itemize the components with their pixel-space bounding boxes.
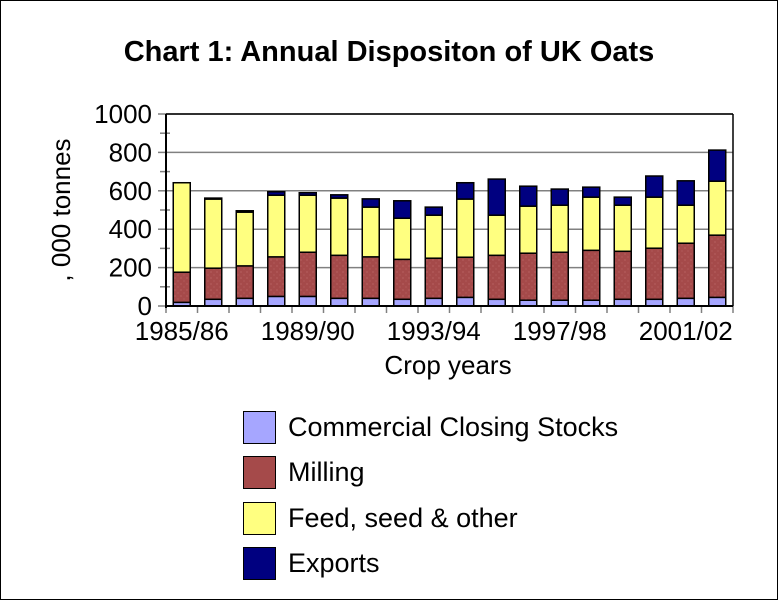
- bar-segment-milling: [456, 256, 475, 299]
- bar-segment-feed-seed-other: [172, 181, 191, 273]
- bar-segment-commercial-closing-stocks: [393, 298, 412, 307]
- bar-segment-milling: [330, 254, 349, 300]
- bar-segment-commercial-closing-stocks: [235, 297, 254, 307]
- bar-segment-exports: [330, 194, 349, 199]
- bar-segment-milling: [267, 256, 286, 298]
- bar-segment-exports: [235, 210, 254, 213]
- bar-segment-commercial-closing-stocks: [645, 298, 664, 307]
- x-axis-title: Crop years: [384, 350, 511, 380]
- x-tick-label: 1985/86: [135, 316, 229, 346]
- bar-segment-exports: [298, 191, 317, 196]
- legend-item: Milling: [243, 455, 365, 491]
- bar-segment-exports: [613, 196, 632, 206]
- x-tick-label: 1989/90: [261, 316, 355, 346]
- bar-segment-commercial-closing-stocks: [487, 298, 506, 307]
- bar-segment-feed-seed-other: [550, 204, 569, 253]
- bar-segment-exports: [487, 178, 506, 216]
- bar-segment-commercial-closing-stocks: [456, 296, 475, 307]
- legend-swatch: [243, 456, 276, 489]
- x-tick-label: 1997/98: [513, 316, 607, 346]
- bar-segment-feed-seed-other: [393, 217, 412, 261]
- legend-label: Commercial Closing Stocks: [288, 411, 619, 442]
- bar-segment-commercial-closing-stocks: [708, 296, 727, 307]
- y-tick-label: 1000: [94, 99, 152, 129]
- bar-segment-milling: [550, 251, 569, 301]
- bar-segment-feed-seed-other: [330, 197, 349, 257]
- bar-segment-feed-seed-other: [424, 214, 443, 259]
- bar-segment-milling: [298, 251, 317, 298]
- legend-item: Exports: [243, 546, 380, 582]
- bar-segment-milling: [393, 258, 412, 301]
- bar-segment-commercial-closing-stocks: [613, 298, 632, 307]
- bar-segment-commercial-closing-stocks: [298, 295, 317, 307]
- bar-segment-exports: [582, 186, 601, 198]
- bar-segment-feed-seed-other: [487, 214, 506, 257]
- bar-segment-milling: [235, 265, 254, 300]
- bar-segment-milling: [613, 250, 632, 301]
- x-tick-label: 2001/02: [639, 316, 733, 346]
- bar-segment-feed-seed-other: [676, 204, 695, 244]
- y-tick-label: 0: [138, 291, 152, 321]
- bar-segment-milling: [204, 267, 223, 301]
- bar-segment-feed-seed-other: [361, 206, 380, 258]
- bar-segment-feed-seed-other: [645, 196, 664, 249]
- chart-title: Chart 1: Annual Dispositon of UK Oats: [123, 36, 655, 68]
- bar-segment-milling: [645, 247, 664, 301]
- bar-segment-milling: [676, 242, 695, 300]
- y-tick-label: 200: [109, 253, 152, 283]
- bar-segment-commercial-closing-stocks: [267, 295, 286, 307]
- bar-segment-feed-seed-other: [519, 205, 538, 254]
- y-axis-title: , 000 tonnes: [46, 138, 76, 281]
- bar-segment-exports: [519, 185, 538, 207]
- y-tick-label: 400: [109, 214, 152, 244]
- bar-segment-exports: [361, 198, 380, 208]
- bar-segment-commercial-closing-stocks: [361, 297, 380, 307]
- bar-segment-commercial-closing-stocks: [330, 297, 349, 307]
- bar-segment-commercial-closing-stocks: [204, 298, 223, 307]
- bar-segment-feed-seed-other: [708, 180, 727, 236]
- y-tick-label: 600: [109, 176, 152, 206]
- bar-segment-exports: [204, 197, 223, 200]
- bar-segment-exports: [708, 149, 727, 182]
- y-tick-label: 800: [109, 137, 152, 167]
- bar-segment-commercial-closing-stocks: [424, 297, 443, 307]
- bar-segment-feed-seed-other: [204, 198, 223, 269]
- bar-segment-exports: [550, 188, 569, 206]
- bar-segment-exports: [393, 200, 412, 220]
- x-tick-label: 1993/94: [387, 316, 481, 346]
- bar-segment-milling: [487, 254, 506, 301]
- legend-label: Feed, seed & other: [288, 502, 518, 533]
- legend-swatch: [243, 501, 276, 535]
- bar-segment-exports: [676, 180, 695, 206]
- legend-label: Milling: [288, 457, 365, 487]
- bar-segment-milling: [708, 234, 727, 299]
- legend-item: Commercial Closing Stocks: [243, 409, 618, 445]
- bar-segment-feed-seed-other: [582, 196, 601, 252]
- bar-segment-exports: [267, 191, 286, 196]
- bar-segment-milling: [582, 249, 601, 301]
- bar-segment-feed-seed-other: [235, 211, 254, 267]
- bar-segment-feed-seed-other: [613, 204, 632, 253]
- bar-segment-milling: [519, 252, 538, 301]
- bar-segment-exports: [424, 206, 443, 216]
- bar-segment-exports: [456, 181, 475, 200]
- legend-label: Exports: [288, 548, 380, 578]
- legend-item: Feed, seed & other: [243, 500, 518, 536]
- bar-segment-milling: [424, 257, 443, 300]
- legend-swatch: [243, 547, 276, 580]
- bar-segment-feed-seed-other: [267, 194, 286, 258]
- legend-swatch: [243, 410, 276, 444]
- bar-segment-commercial-closing-stocks: [676, 297, 695, 307]
- bar-segment-milling: [172, 271, 191, 304]
- bar-segment-exports: [645, 175, 664, 198]
- bar-segment-milling: [361, 256, 380, 300]
- bar-segment-feed-seed-other: [298, 194, 317, 253]
- bar-segment-feed-seed-other: [456, 198, 475, 258]
